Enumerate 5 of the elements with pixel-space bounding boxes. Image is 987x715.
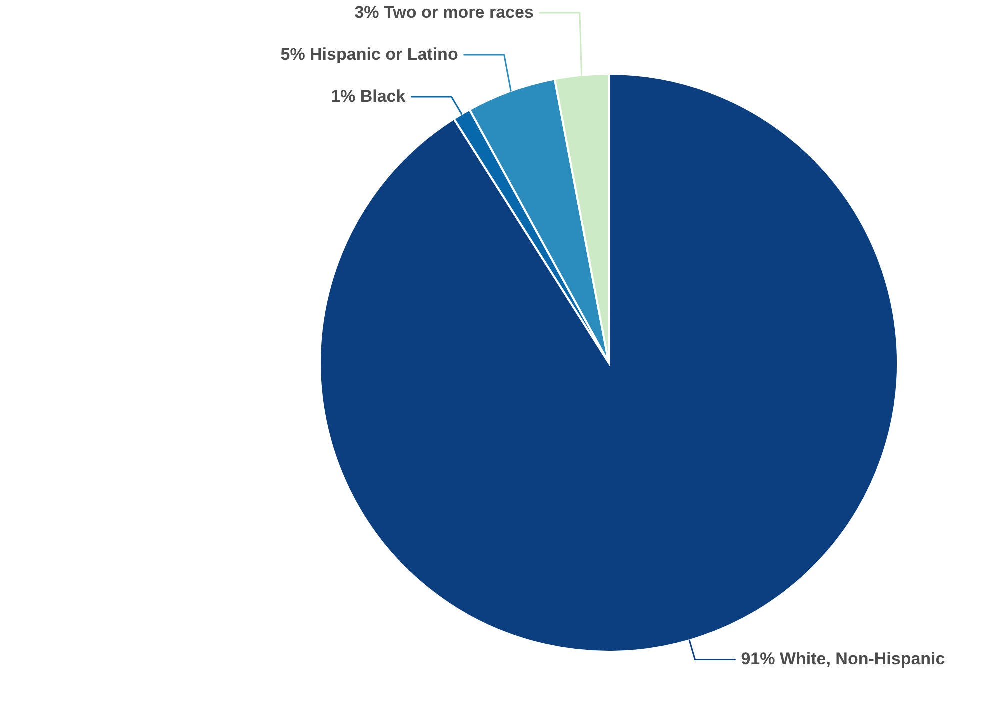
pie-slice [319,73,899,653]
slice-label: 91% White, Non-Hispanic [741,650,946,669]
slice-label: 5% Hispanic or Latino [280,45,458,64]
slice-label: 3% Two or more races [354,3,534,22]
slice-label: 1% Black [331,87,406,106]
